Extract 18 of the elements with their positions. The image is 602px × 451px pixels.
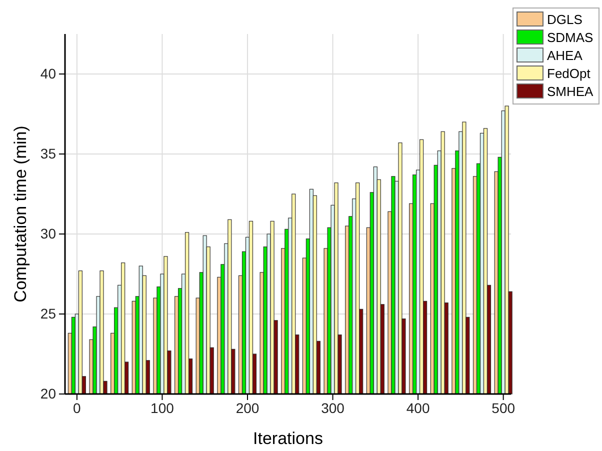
legend-label: DGLS (547, 12, 583, 27)
y-tick-label: 30 (40, 225, 56, 242)
x-tick-label: 400 (406, 400, 430, 416)
y-tick-label: 40 (40, 65, 56, 82)
y-axis-title: Computation time (min) (11, 126, 30, 302)
x-tick-label: 0 (73, 400, 82, 416)
y-tick-label: 20 (40, 385, 56, 402)
legend-label: FedOpt (547, 66, 591, 81)
x-tick-label: 200 (236, 400, 260, 416)
y-tick-label: 25 (40, 305, 56, 322)
x-tick-label: 500 (492, 400, 516, 416)
legend-label: SMHEA (547, 84, 594, 99)
x-axis-title: Iterations (253, 429, 323, 448)
x-tick-label: 100 (150, 400, 174, 416)
legend-label: AHEA (547, 48, 583, 63)
legend-label: SDMAS (547, 30, 594, 45)
x-tick-label: 300 (321, 400, 345, 416)
y-tick-label: 35 (40, 145, 56, 162)
